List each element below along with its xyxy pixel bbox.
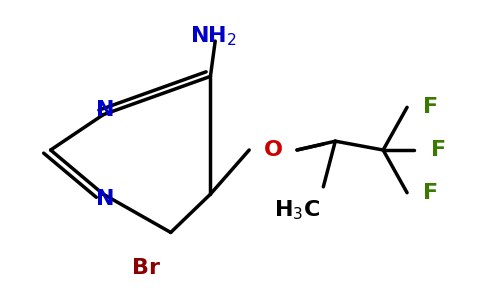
Text: F: F bbox=[424, 97, 439, 117]
Text: F: F bbox=[431, 140, 446, 160]
Text: Br: Br bbox=[132, 258, 160, 278]
Text: N: N bbox=[96, 189, 115, 208]
Text: F: F bbox=[424, 183, 439, 203]
Text: N: N bbox=[96, 100, 115, 120]
Text: O: O bbox=[264, 140, 283, 160]
Text: NH$_2$: NH$_2$ bbox=[190, 25, 237, 48]
Text: H$_3$C: H$_3$C bbox=[274, 199, 320, 222]
